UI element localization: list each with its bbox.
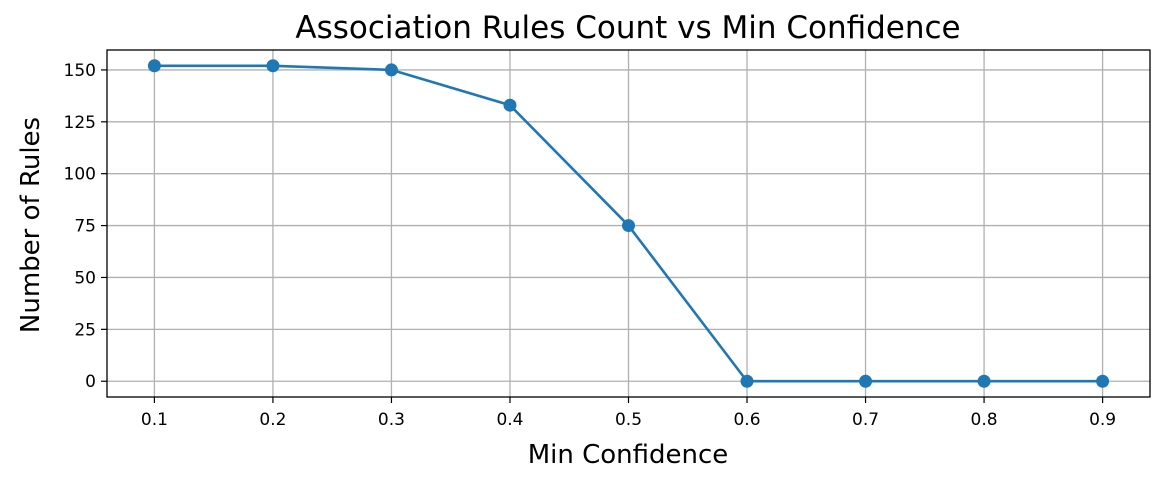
y-tick-label: 125 [64, 113, 96, 133]
y-tick-label: 150 [64, 61, 96, 81]
data-point [977, 374, 991, 388]
x-tick-label: 0.1 [141, 410, 168, 430]
x-tick-label: 0.2 [259, 410, 286, 430]
x-tick-label: 0.3 [378, 410, 405, 430]
data-point [147, 59, 161, 73]
data-point [622, 219, 635, 233]
y-tick-label: 100 [64, 165, 96, 185]
x-tick-label: 0.5 [615, 410, 642, 430]
data-point [384, 63, 398, 77]
data-point [266, 59, 280, 73]
data-point [859, 374, 873, 388]
y-tick-label: 75 [74, 217, 96, 237]
data-point [503, 98, 517, 112]
data-point [1096, 374, 1110, 388]
x-tick-label: 0.7 [852, 410, 879, 430]
series-layer [147, 59, 1110, 388]
x-tick-label: 0.4 [496, 410, 523, 430]
y-tick-label: 50 [74, 268, 96, 288]
chart-title: Association Rules Count vs Min Confidenc… [295, 10, 960, 46]
y-tick-label: 0 [85, 372, 96, 392]
x-tick-label: 0.8 [971, 410, 998, 430]
y-axis-label: Number of Rules [16, 117, 46, 333]
ticks: 0.1 0.2 0.3 0.4 0.5 0.6 0.7 0.8 0.9 0 25 50 75 100 125… [64, 61, 1117, 430]
x-axis-label: Min Confidence [528, 440, 729, 470]
x-tick-label: 0.9 [1089, 410, 1116, 430]
y-tick-label: 25 [74, 320, 96, 340]
data-point [740, 374, 754, 388]
x-tick-label: 0.6 [733, 410, 760, 430]
